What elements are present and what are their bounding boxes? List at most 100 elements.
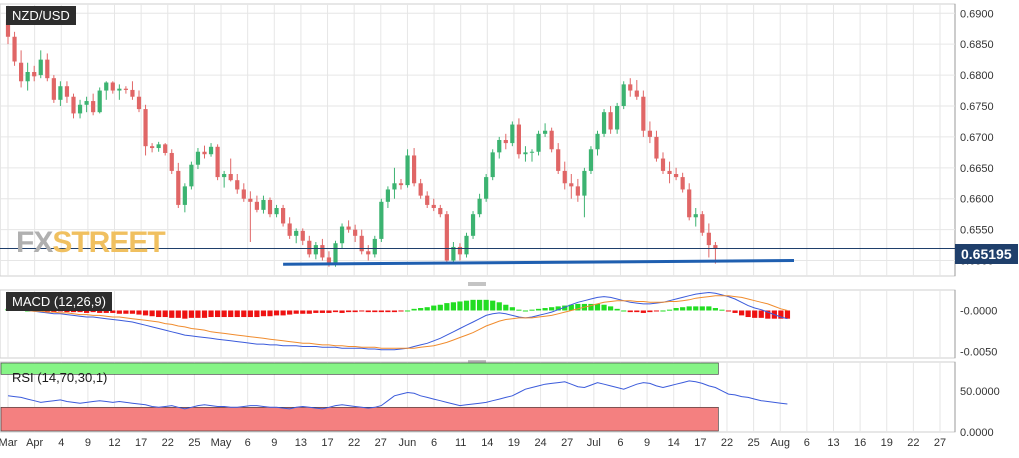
macd-histogram-bar bbox=[490, 300, 496, 311]
candle-body bbox=[660, 158, 666, 171]
x-tick-label: 17 bbox=[321, 437, 333, 449]
candle-body bbox=[182, 186, 187, 205]
macd-histogram-bar bbox=[686, 306, 692, 311]
candle-body bbox=[130, 89, 135, 97]
candle-body bbox=[412, 155, 417, 184]
macd-histogram-bar bbox=[621, 310, 627, 312]
candle-body bbox=[254, 201, 259, 210]
candle-body bbox=[529, 151, 535, 153]
macd-histogram-bar bbox=[404, 310, 411, 312]
candle-body bbox=[300, 230, 305, 241]
candle-body bbox=[19, 62, 24, 82]
candle-body bbox=[418, 183, 423, 196]
candle-body bbox=[497, 140, 502, 153]
macd-histogram-bar bbox=[555, 306, 561, 311]
macd-histogram-bar bbox=[306, 310, 312, 314]
candle-body bbox=[398, 183, 404, 186]
candle-body bbox=[156, 144, 161, 149]
macd-histogram-bar bbox=[287, 310, 293, 315]
macd-histogram-bar bbox=[365, 310, 371, 313]
candle-body bbox=[687, 189, 692, 218]
macd-histogram-bar bbox=[739, 310, 745, 316]
price-candles bbox=[0, 13, 955, 267]
candle-body bbox=[143, 109, 148, 147]
x-tick-label: Jun bbox=[399, 437, 417, 449]
candle-body bbox=[634, 90, 639, 97]
macd-histogram-bar bbox=[575, 303, 581, 311]
macd-histogram-bar bbox=[437, 304, 443, 311]
candle-body bbox=[326, 257, 332, 264]
last-price-label: 0.65195 bbox=[955, 244, 1018, 264]
candle-body bbox=[222, 174, 227, 178]
candle-body bbox=[457, 246, 463, 255]
x-tick-label: 16 bbox=[854, 437, 866, 449]
rsi-y-tick-label: 0.0000 bbox=[960, 427, 994, 439]
macd-histogram-bar bbox=[110, 310, 116, 313]
x-tick-label: 22 bbox=[721, 437, 733, 449]
candle-body bbox=[346, 226, 351, 230]
x-tick-label: 6 bbox=[804, 437, 810, 449]
macd-histogram-bar bbox=[549, 307, 555, 311]
candle-body bbox=[628, 84, 633, 91]
candle-body bbox=[693, 214, 698, 218]
macd-histogram-bar bbox=[463, 300, 470, 311]
price-y-tick-label: 0.6750 bbox=[960, 101, 994, 113]
macd-histogram-bar bbox=[300, 310, 306, 314]
price-y-tick-label: 0.6550 bbox=[960, 225, 994, 237]
candle-body bbox=[267, 199, 273, 215]
macd-histogram-bar bbox=[778, 310, 784, 319]
macd-histogram-bar bbox=[693, 306, 699, 311]
x-tick-label: Apr bbox=[26, 437, 43, 449]
rsi-panel bbox=[0, 362, 788, 432]
candle-body bbox=[195, 151, 201, 165]
macd-histogram-bar bbox=[136, 310, 142, 315]
candle-body bbox=[189, 164, 194, 187]
candle-body bbox=[150, 146, 155, 149]
macd-panel bbox=[5, 291, 791, 351]
candle-body bbox=[353, 229, 358, 236]
candle-body bbox=[307, 240, 312, 255]
candle-body bbox=[359, 235, 364, 252]
candle-body bbox=[58, 86, 63, 100]
macd-histogram-bar bbox=[359, 310, 365, 312]
candle-body bbox=[425, 195, 430, 205]
macd-histogram-bar bbox=[90, 310, 96, 313]
candle-body bbox=[464, 235, 469, 255]
macd-histogram-bar bbox=[64, 310, 70, 313]
candle-body bbox=[484, 177, 489, 199]
macd-histogram-bar bbox=[614, 308, 620, 311]
macd-histogram-bar bbox=[522, 310, 529, 312]
candle-body bbox=[91, 101, 96, 113]
macd-histogram-bar bbox=[745, 310, 751, 318]
candle-body bbox=[110, 82, 115, 91]
candle-body bbox=[588, 149, 594, 171]
rsi-oversold-zone bbox=[0, 406, 719, 432]
x-tick-label: 6 bbox=[431, 437, 437, 449]
macd-histogram-bar bbox=[542, 308, 548, 311]
macd-histogram-bar bbox=[712, 308, 718, 311]
macd-histogram-bar bbox=[129, 310, 136, 314]
macd-histogram-bar bbox=[346, 310, 352, 313]
candle-body bbox=[208, 146, 214, 155]
macd-histogram-bar bbox=[706, 306, 712, 311]
rsi-y-tick-label: 50.0000 bbox=[960, 386, 1000, 398]
candle-body bbox=[549, 130, 554, 150]
candle-body bbox=[294, 230, 299, 236]
x-tick-label: 12 bbox=[108, 437, 120, 449]
candle-body bbox=[523, 152, 528, 155]
candle-body bbox=[320, 245, 325, 258]
candle-body bbox=[713, 245, 718, 249]
candle-body bbox=[405, 155, 410, 186]
candle-body bbox=[51, 78, 56, 100]
macd-histogram-bar bbox=[319, 310, 325, 313]
macd-histogram-bar bbox=[378, 310, 384, 313]
macd-histogram-bar bbox=[51, 310, 57, 313]
macd-histogram-bar bbox=[457, 301, 463, 311]
candle-body bbox=[667, 170, 672, 174]
macd-histogram-bar bbox=[411, 308, 417, 311]
macd-histogram-bar bbox=[273, 310, 280, 316]
candle-body bbox=[569, 183, 574, 187]
macd-histogram-bar bbox=[568, 304, 574, 311]
candle-body bbox=[274, 208, 279, 215]
macd-histogram-bar bbox=[503, 304, 509, 311]
